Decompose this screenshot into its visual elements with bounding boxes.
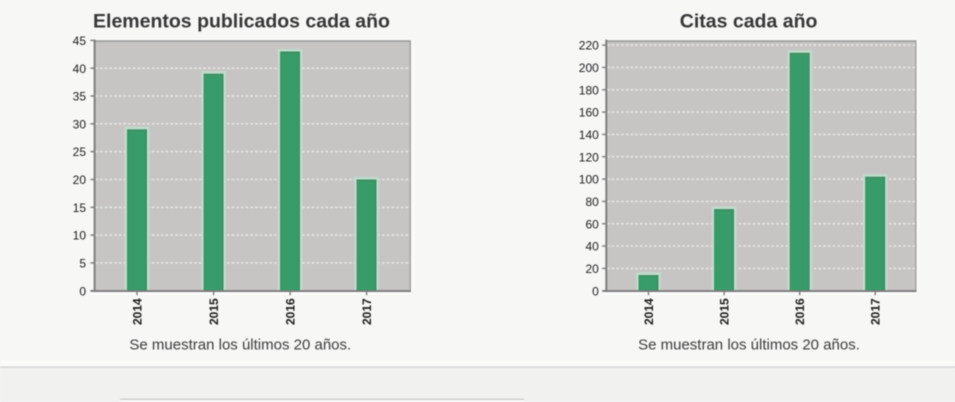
svg-text:200: 200 [579, 61, 599, 75]
svg-text:Elementos publicados cada año: Elementos publicados cada año [93, 11, 390, 33]
svg-text:20: 20 [585, 262, 599, 276]
svg-text:100: 100 [579, 173, 599, 187]
svg-text:220: 220 [579, 39, 599, 53]
svg-text:80: 80 [585, 195, 599, 209]
svg-text:20: 20 [73, 173, 87, 187]
svg-text:2017: 2017 [360, 298, 374, 325]
svg-text:2014: 2014 [130, 298, 144, 325]
svg-text:Citas cada año: Citas cada año [680, 11, 818, 33]
svg-text:10: 10 [73, 229, 87, 243]
svg-text:120: 120 [579, 150, 599, 164]
svg-text:15: 15 [73, 201, 87, 215]
svg-text:2015: 2015 [717, 298, 731, 325]
svg-text:5: 5 [79, 257, 86, 271]
svg-text:Se muestran los últimos 20 año: Se muestran los últimos 20 años. [638, 337, 860, 354]
svg-text:40: 40 [73, 62, 87, 76]
svg-text:2016: 2016 [793, 298, 807, 325]
svg-text:40: 40 [585, 240, 599, 254]
svg-text:0: 0 [592, 284, 599, 298]
svg-text:25: 25 [73, 145, 87, 159]
svg-text:160: 160 [579, 106, 599, 120]
svg-text:2017: 2017 [869, 298, 883, 325]
svg-text:Se muestran los últimos 20 año: Se muestran los últimos 20 años. [129, 337, 351, 354]
svg-text:140: 140 [579, 128, 599, 142]
svg-text:30: 30 [73, 117, 87, 131]
svg-text:35: 35 [73, 90, 87, 104]
svg-text:0: 0 [79, 284, 86, 298]
svg-text:2015: 2015 [207, 298, 221, 325]
svg-text:180: 180 [579, 83, 599, 97]
svg-text:2016: 2016 [283, 298, 297, 325]
svg-text:45: 45 [73, 34, 87, 48]
svg-text:60: 60 [585, 217, 599, 231]
svg-text:2014: 2014 [642, 298, 656, 325]
